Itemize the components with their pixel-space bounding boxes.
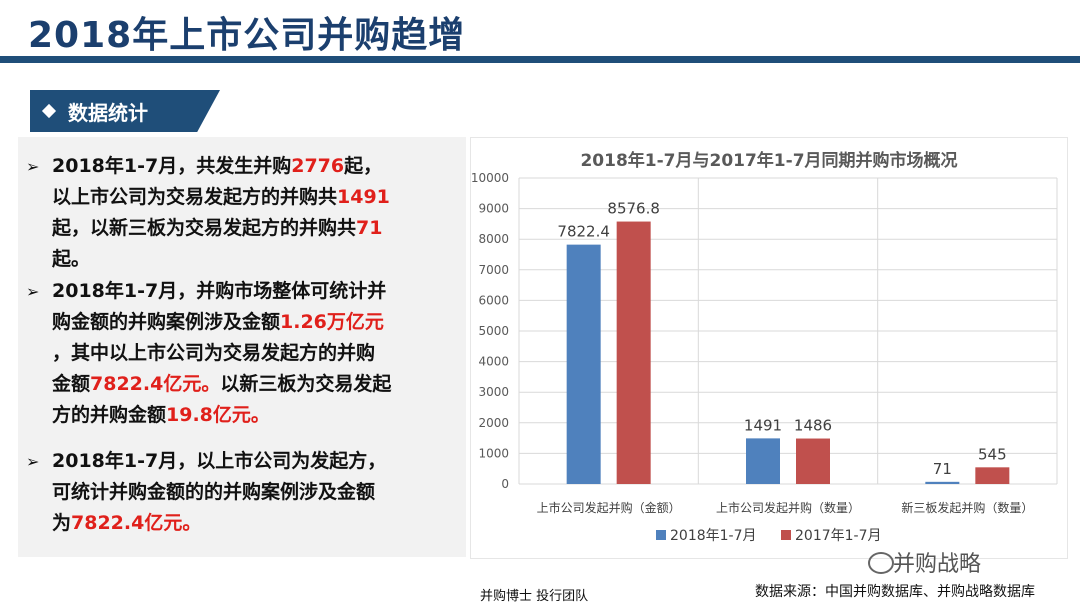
wechat-icon [868,552,894,574]
bullet-text: 以新三板为交易发起 [220,373,392,395]
x-tick-label: 上市公司发起并购（金额） [537,500,681,515]
y-tick-label: 1000 [478,446,509,460]
team-credit: 并购博士 投行团队 [480,589,589,604]
data-label: 1486 [794,417,832,435]
highlight-value: 1.26万亿元 [280,311,384,333]
data-source: 数据来源：中国并购数据库、并购战略数据库 [755,584,1035,600]
x-tick-label: 新三板发起并购（数量） [901,500,1033,515]
highlight-value: 1491 [337,186,390,208]
y-tick-label: 2000 [478,416,509,430]
bullet-line: 起，以新三板为交易发起方的并购共71 [52,213,458,244]
bullet-text: 为 [52,512,72,534]
bullet-item: ➢ 2018年1-7月，以上市公司为发起方， 可统计并购金额的的并购案例涉及金额 为7… [26,446,458,539]
bullet-line: 可统计并购金额的的并购案例涉及金额 [52,477,458,508]
y-tick-label: 7000 [478,263,509,277]
bar [796,438,830,484]
y-tick-label: 4000 [478,355,509,369]
data-label: 1491 [744,416,782,434]
bullet-line: 为7822.4亿元。 [52,508,458,539]
legend-swatch [656,530,666,540]
bar [616,221,651,484]
y-tick-label: 8000 [478,232,509,246]
highlight-value: 7822.4亿元。 [71,512,202,534]
bullet-text: 购金额的并购案例涉及金额 [52,311,281,333]
highlight-value: 2776 [291,155,345,177]
bullet-text: 起。 [52,248,91,270]
chart-panel: 2018年1-7月与2017年1-7月同期并购市场概况 0 1000 2000 3000… [470,137,1068,559]
bullet-text: 2018年1-7月，以上市公司为发起方， [52,450,387,472]
highlight-value: 7822.4亿元。 [90,373,221,395]
highlight-value: 71 [356,217,383,239]
y-tick-label: 5000 [478,324,509,338]
summary-panel: ➢ 2018年1-7月，共发生并购2776起， 以上市公司为交易发起方的并购共149… [18,137,466,557]
legend-label: 2017年1-7月 [795,528,882,544]
y-tick-label: 0 [501,477,509,491]
bullet-text: 以上市公司为交易发起方的并购共 [52,186,338,208]
data-label: 71 [933,460,952,478]
y-tick-label: 3000 [478,385,509,399]
x-tick-label: 上市公司发起并购（数量） [716,500,860,515]
arrow-bullet-icon: ➢ [26,282,40,301]
bullet-text: 2018年1-7月，共发生并购 [52,155,292,177]
bullet-text: 可统计并购金额的的并购案例涉及金额 [52,481,376,503]
arrow-bullet-icon: ➢ [26,157,40,176]
bullet-line: ，其中以上市公司为交易发起方的并购 [52,338,458,369]
y-tick-label: 10000 [471,171,509,185]
data-label: 8576.8 [607,200,660,218]
bullet-item: ➢ 2018年1-7月，共发生并购2776起， 以上市公司为交易发起方的并购共149… [26,151,458,275]
page-title: 2018年上市公司并购趋增 [28,15,466,56]
section-label: 数据统计 [68,101,148,125]
bar-chart: 2018年1-7月与2017年1-7月同期并购市场概况 0 1000 2000 3000… [471,150,1058,544]
arrow-bullet-icon: ➢ [26,452,40,471]
data-label: 545 [978,445,1007,463]
bullet-text: 金额 [52,373,91,395]
bullet-line: 金额7822.4亿元。以新三板为交易发起 [52,369,458,400]
bullet-line: 起。 [52,244,458,275]
y-tick-label: 6000 [478,293,509,307]
bullet-line: 购金额的并购案例涉及金额1.26万亿元 [52,307,458,338]
legend-swatch [781,530,791,540]
bullet-text: ，其中以上市公司为交易发起方的并购 [52,342,376,364]
bullet-text: 起， [344,155,383,177]
bullet-text: 2018年1-7月，并购市场整体可统计并 [52,280,387,302]
title-divider [0,56,1080,63]
bullet-line: 以上市公司为交易发起方的并购共1491 [52,182,458,213]
diamond-icon [41,103,57,119]
bullet-line: 2018年1-7月，以上市公司为发起方， [52,446,458,477]
bullet-line: 方的并购金额19.8亿元。 [52,400,458,431]
bullet-item: ➢ 2018年1-7月，并购市场整体可统计并 购金额的并购案例涉及金额1.26万亿元… [26,276,458,431]
section-tab: 数据统计 [30,90,220,132]
bullet-text: 方的并购金额 [52,404,167,426]
bullet-line: 2018年1-7月，共发生并购2776起， [52,151,458,182]
bar [566,244,601,484]
highlight-value: 19.8亿元。 [166,404,270,426]
bar [746,438,780,484]
watermark-text: 并购战略 [893,552,982,577]
bar [925,481,960,484]
bullet-text: 起，以新三板为交易发起方的并购共 [52,217,357,239]
bullet-line: 2018年1-7月，并购市场整体可统计并 [52,276,458,307]
bar [975,467,1010,484]
chart-title: 2018年1-7月与2017年1-7月同期并购市场概况 [580,150,957,171]
data-label: 7822.4 [557,223,610,241]
y-tick-label: 9000 [478,202,509,216]
legend-label: 2018年1-7月 [670,528,757,544]
